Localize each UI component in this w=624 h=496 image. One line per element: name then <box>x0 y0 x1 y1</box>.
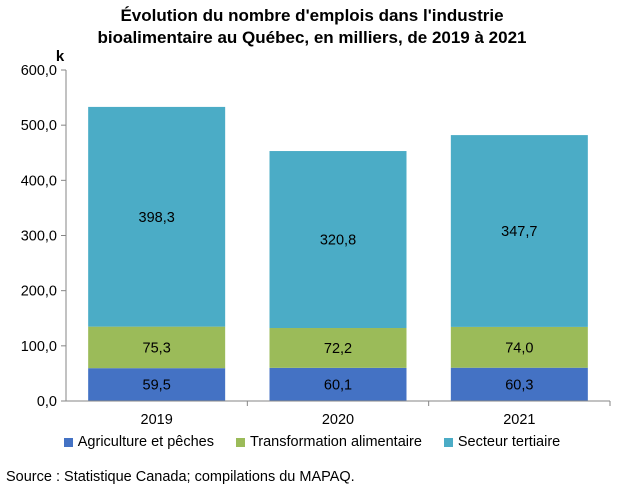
y-tick-label: 400,0 <box>21 173 57 189</box>
legend-item-transformation: Transformation alimentaire <box>235 434 422 450</box>
x-tick-label: 2021 <box>503 412 535 428</box>
bar-segment <box>269 151 407 329</box>
data-label: 74,0 <box>505 340 533 356</box>
legend-swatch-transformation <box>235 437 245 447</box>
data-label: 398,3 <box>139 210 175 226</box>
data-label: 59,5 <box>143 378 171 394</box>
data-label: 347,7 <box>501 224 537 240</box>
data-label: 75,3 <box>143 340 171 356</box>
chart-title-line1: Évolution du nombre d'emplois dans l'ind… <box>120 6 504 25</box>
bar-segment <box>450 367 588 401</box>
bar-segment <box>450 135 588 327</box>
x-tick-label: 2020 <box>322 412 354 428</box>
y-tick-label: 100,0 <box>21 339 57 355</box>
y-tick-label: 500,0 <box>21 118 57 134</box>
y-tick-label: 200,0 <box>21 284 57 300</box>
bar-segment <box>269 367 407 401</box>
y-unit-label: k <box>56 48 65 65</box>
chart-title-line2: bioalimentaire au Québec, en milliers, d… <box>97 28 527 47</box>
bar-segment <box>88 106 226 327</box>
y-tick-label: 600,0 <box>21 63 57 79</box>
data-label: 60,3 <box>505 377 533 393</box>
legend-swatch-agriculture <box>63 437 73 447</box>
legend-label-transformation: Transformation alimentaire <box>249 434 422 450</box>
data-label: 60,1 <box>324 377 352 393</box>
legend-item-tertiaire: Secteur tertiaire <box>443 434 561 450</box>
legend-item-agriculture: Agriculture et pêches <box>63 434 214 450</box>
bar-segment <box>88 326 226 369</box>
data-label: 320,8 <box>320 233 356 249</box>
bar-segment <box>450 326 588 368</box>
source-note: Source : Statistique Canada; compilation… <box>6 469 355 485</box>
bar-segment <box>88 368 226 401</box>
bar-segment <box>269 328 407 368</box>
y-tick-label: 0,0 <box>37 394 57 410</box>
stacked-bar-chart: 0,0 100,0 200,0 300,0 400,0 500,0 600,0k 59,5 75… <box>21 48 611 428</box>
legend-label-agriculture: Agriculture et pêches <box>77 434 214 450</box>
x-tick-label: 2019 <box>141 412 173 428</box>
data-label: 72,2 <box>324 341 352 357</box>
chart-legend: Agriculture et pêches Transformation ali… <box>0 434 624 450</box>
legend-swatch-tertiaire <box>443 437 453 447</box>
y-tick-label: 300,0 <box>21 229 57 245</box>
legend-label-tertiaire: Secteur tertiaire <box>457 434 561 450</box>
